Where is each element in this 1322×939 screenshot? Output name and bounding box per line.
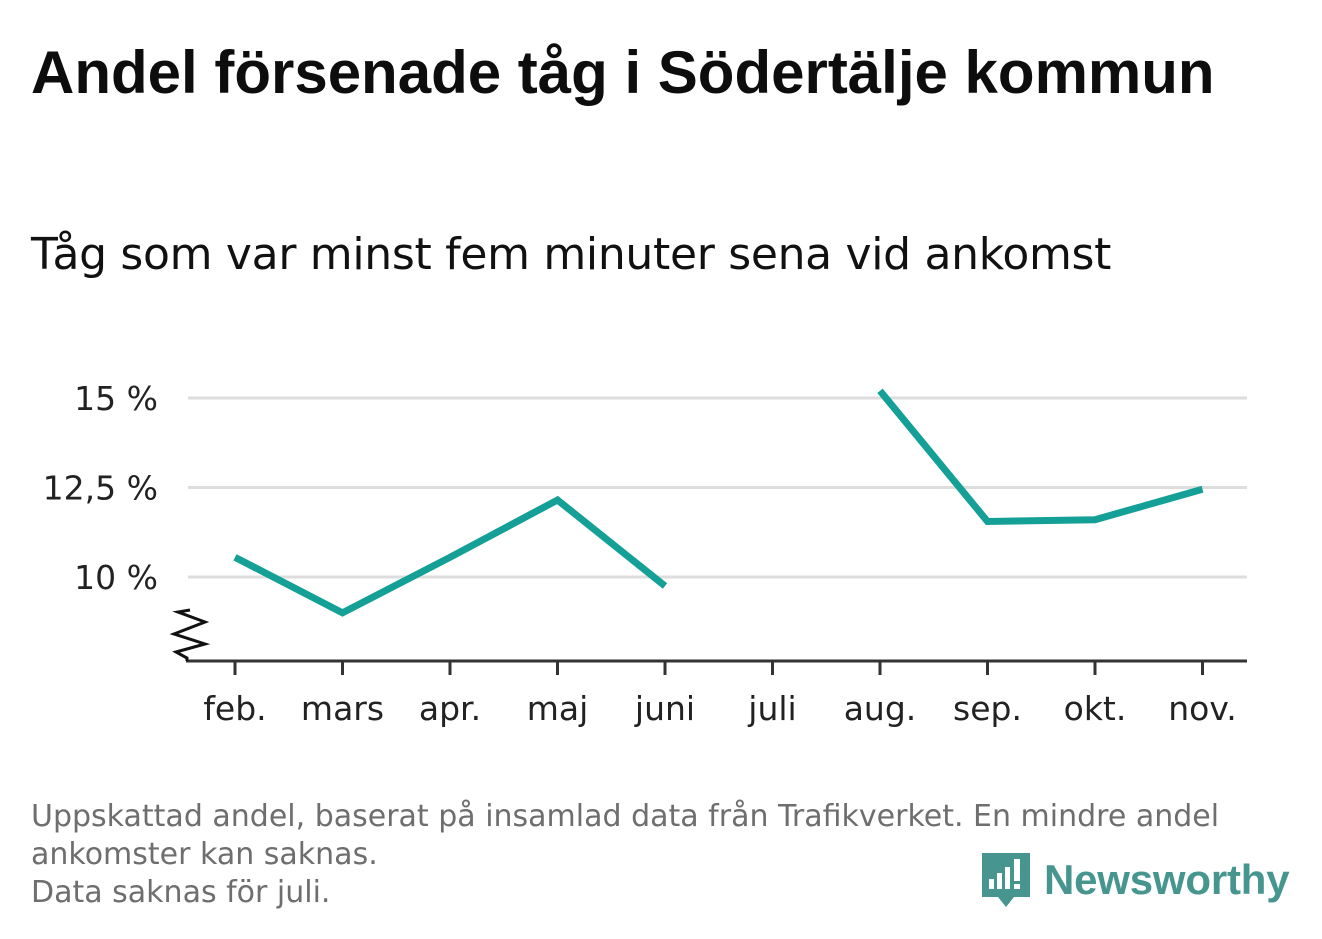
x-tick-label: sep. xyxy=(953,689,1022,728)
y-tick-label: 15 % xyxy=(74,379,158,418)
line-chart: 10 % 12,5 % 15 % feb. mars apr. maj juni juli au… xyxy=(43,379,1247,728)
x-tick-label: juli xyxy=(747,689,796,728)
y-tick-label: 10 % xyxy=(74,558,158,597)
y-axis-ticks: 10 % 12,5 % 15 % xyxy=(43,379,158,597)
series-lines xyxy=(233,388,1204,617)
newsworthy-logo-icon xyxy=(982,853,1030,907)
x-tick-label: maj xyxy=(527,689,589,728)
x-tick-label: mars xyxy=(301,689,384,728)
y-tick-label: 12,5 % xyxy=(43,469,158,508)
x-axis xyxy=(169,608,1247,663)
newsworthy-logo-text: Newsworthy xyxy=(1044,856,1290,903)
x-tick-label: nov. xyxy=(1168,689,1237,728)
series-line-segment xyxy=(233,495,668,617)
y-axis-break-icon xyxy=(169,608,211,661)
x-tick-label: juni xyxy=(634,689,695,728)
x-tick-label: aug. xyxy=(844,689,917,728)
footer-notes: Uppskattad andel, baserat på insamlad da… xyxy=(31,798,1291,912)
chart-subtitle: Tåg som var minst fem minuter sena vid a… xyxy=(31,229,1112,280)
footer-line-1: Uppskattad andel, baserat på insamlad da… xyxy=(31,799,1220,834)
gridlines xyxy=(188,396,1247,579)
series-line-segment xyxy=(877,388,1204,526)
footer-line-2: ankomster kan saknas. xyxy=(31,837,378,872)
chart-title: Andel försenade tåg i Södertälje kommun xyxy=(31,39,1215,106)
x-tick-label: apr. xyxy=(419,689,481,728)
footer-line-3: Data saknas för juli. xyxy=(31,875,331,910)
x-tick-label: okt. xyxy=(1064,689,1127,728)
newsworthy-logo: Newsworthy xyxy=(980,848,1290,912)
x-tick-label: feb. xyxy=(203,689,266,728)
x-axis-ticks: feb. mars apr. maj juni juli aug. sep. okt. nov. xyxy=(203,661,1237,728)
